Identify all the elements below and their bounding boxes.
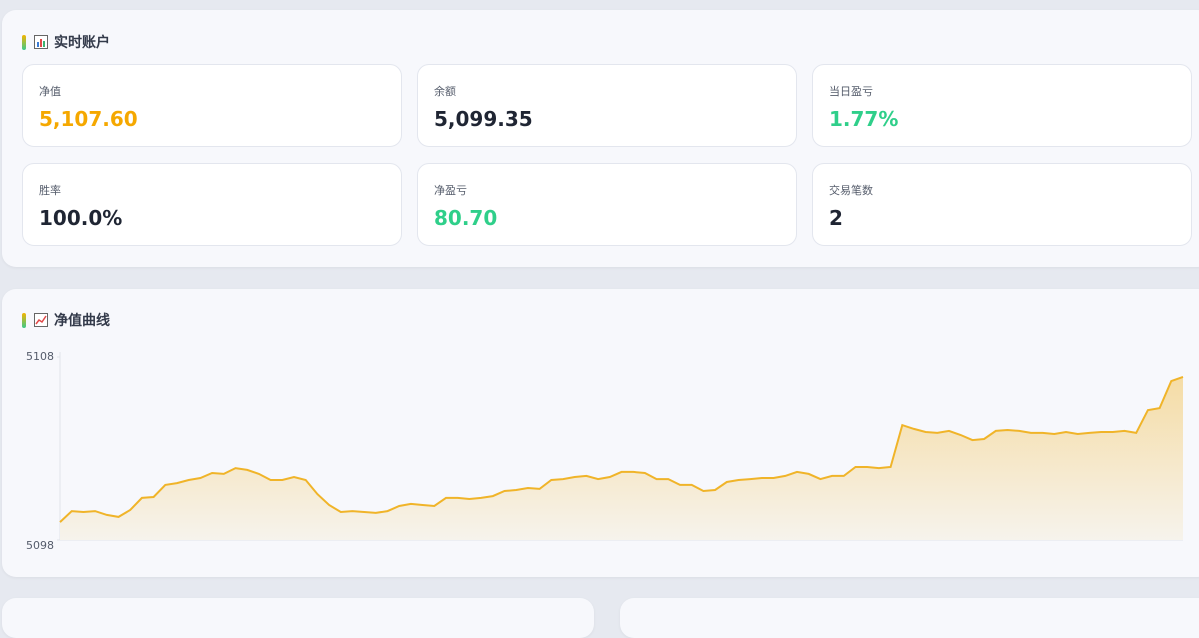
- stat-label: 净值: [39, 85, 61, 98]
- chart: 5098 5108: [26, 350, 1184, 552]
- stat-label: 交易笔数: [829, 184, 873, 197]
- stat-card: 胜率 100.0%: [22, 163, 402, 246]
- title-text: 实时账户: [54, 35, 110, 51]
- page: 实时账户 净值 5,107.60 余额 5,099.35 当日盈亏 1.77% 胜率 100.…: [2, 10, 1199, 638]
- stat-label: 当日盈亏: [829, 85, 873, 98]
- icon: [34, 313, 48, 327]
- area-fill: [60, 376, 1183, 540]
- title-text: 净值曲线: [54, 313, 110, 329]
- panel: [2, 598, 594, 638]
- stat-card: 净值 5,107.60: [22, 64, 402, 147]
- stat-value: 2: [829, 206, 843, 230]
- stat-value: 5,099.35: [434, 107, 533, 131]
- icon: [34, 35, 48, 49]
- stat-value: 100.0%: [39, 206, 123, 230]
- account-panel: 实时账户 净值 5,107.60 余额 5,099.35 当日盈亏 1.77% 胜率 100.…: [2, 10, 1199, 267]
- y-tick-label: 5098: [26, 539, 54, 552]
- stat-value: 5,107.60: [39, 107, 138, 131]
- stat-label: 净盈亏: [434, 184, 467, 197]
- y-tick-label: 5108: [26, 350, 54, 363]
- section-title: 净值曲线: [22, 310, 110, 330]
- panel: [620, 598, 1199, 638]
- accent-bar: [22, 34, 26, 50]
- stat-card: 当日盈亏 1.77%: [812, 64, 1192, 147]
- stat-value: 1.77%: [829, 107, 899, 131]
- line: [59, 375, 1184, 523]
- stat-label: 胜率: [39, 184, 61, 197]
- stat-value: 80.70: [434, 206, 498, 230]
- stat-card: 余额 5,099.35: [417, 64, 797, 147]
- section-title: 实时账户: [22, 32, 110, 52]
- stat-card: 净盈亏 80.70: [417, 163, 797, 246]
- accent-bar: [22, 312, 26, 328]
- stat-card: 交易笔数 2: [812, 163, 1192, 246]
- stat-label: 余额: [434, 85, 456, 98]
